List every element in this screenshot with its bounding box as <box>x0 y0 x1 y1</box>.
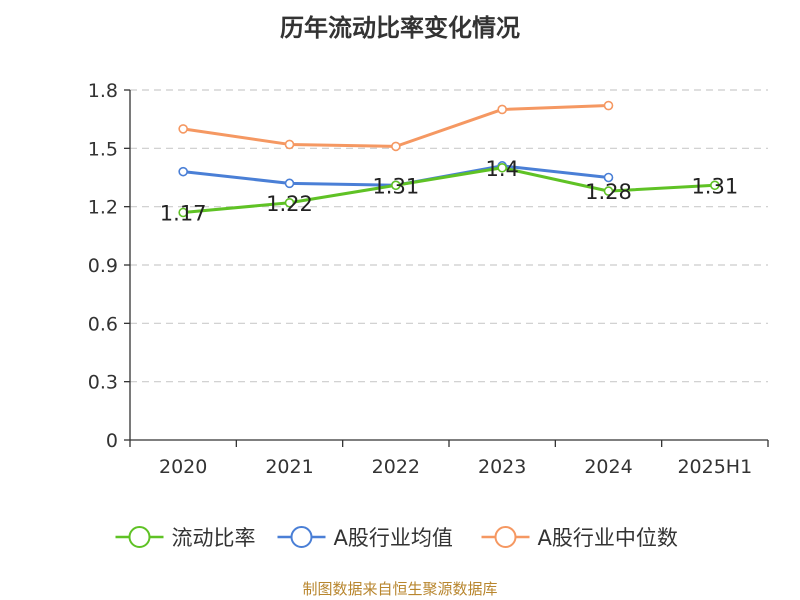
data-label: 1.31 <box>691 174 738 198</box>
series-line <box>183 166 715 214</box>
data-label: 1.4 <box>485 157 518 181</box>
data-point <box>284 139 295 150</box>
data-point <box>284 197 295 208</box>
legend-label: A股行业均值 <box>334 526 453 550</box>
data-point <box>497 104 507 115</box>
data-point <box>603 186 614 196</box>
legend-marker <box>128 526 151 548</box>
data-label: 1.31 <box>372 174 419 198</box>
legend-marker <box>494 526 517 548</box>
x-tick-label: 2024 <box>584 456 632 478</box>
legend-marker <box>290 526 313 548</box>
legend-label: A股行业中位数 <box>538 526 678 550</box>
x-tick-label: 2022 <box>372 456 420 478</box>
y-tick-label: 0 <box>106 430 118 452</box>
x-tick-label: 2020 <box>159 456 207 478</box>
data-label: 1.28 <box>585 180 632 204</box>
data-point <box>497 162 507 173</box>
y-tick-label: 1.2 <box>88 197 118 219</box>
legend-label: 流动比率 <box>172 526 256 550</box>
y-tick-label: 1.8 <box>88 80 118 102</box>
x-tick-label: 2021 <box>265 456 313 478</box>
data-point <box>284 178 295 189</box>
source-note: 制图数据来自恒生聚源数据库 <box>302 580 498 598</box>
data-point <box>710 180 720 191</box>
data-label: 1.17 <box>160 202 207 226</box>
data-point <box>603 172 614 183</box>
x-tick-label: 2023 <box>478 456 526 478</box>
x-tick-label: 2025H1 <box>677 456 752 478</box>
series-line <box>182 104 609 148</box>
data-label: 1.22 <box>266 192 313 216</box>
y-tick-label: 0.6 <box>88 313 118 335</box>
data-point <box>391 141 401 152</box>
data-point <box>603 100 614 111</box>
y-tick-label: 0.9 <box>88 255 118 277</box>
chart-title: 历年流动比率变化情况 <box>280 14 520 42</box>
data-point <box>178 207 188 218</box>
data-point <box>178 124 188 134</box>
y-tick-label: 1.5 <box>88 138 118 160</box>
y-tick-label: 0.3 <box>88 372 118 394</box>
data-point <box>178 166 188 177</box>
data-point <box>391 180 401 191</box>
